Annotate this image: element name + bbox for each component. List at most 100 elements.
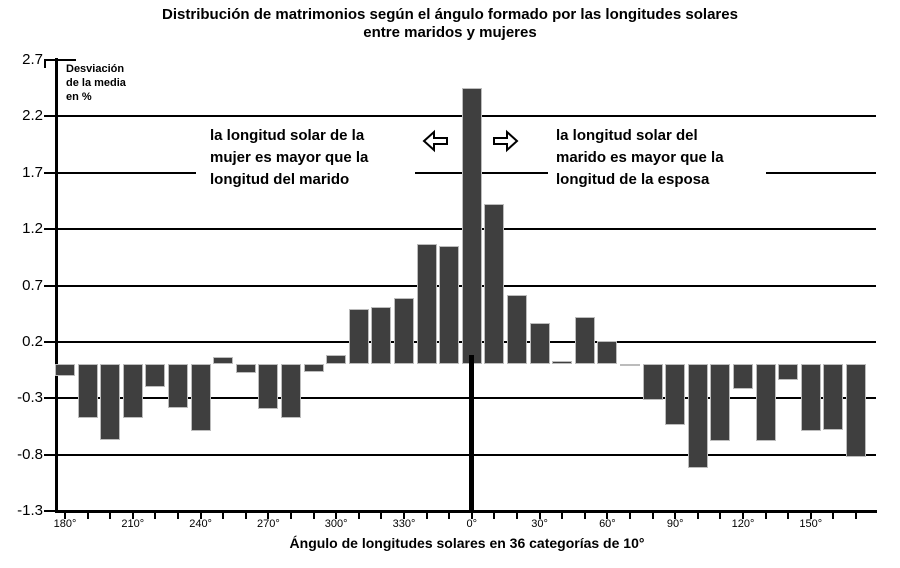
x-axis-tick — [312, 513, 315, 519]
bar — [213, 356, 234, 365]
x-axis-tick — [674, 513, 677, 519]
x-axis-tick — [583, 513, 586, 519]
annotation-right-line2: marido es mayor que la — [556, 149, 724, 166]
bar — [823, 364, 844, 430]
bar — [687, 364, 708, 469]
bar — [507, 294, 527, 365]
x-axis-tick — [109, 513, 112, 519]
bar — [439, 246, 460, 365]
bar — [846, 364, 866, 457]
bar — [416, 243, 437, 365]
gridline — [57, 397, 876, 400]
x-axis-tick — [470, 513, 473, 519]
y-axis-label-line1: Desviación — [66, 63, 125, 75]
left-block-arrow-icon — [422, 129, 449, 158]
x-tick-label: 210° — [121, 518, 145, 530]
x-axis-tick — [86, 513, 89, 519]
bar — [552, 361, 573, 365]
bar — [303, 364, 324, 373]
y-tick-label: 2.7 — [22, 51, 43, 69]
y-tick-label: 0.2 — [22, 332, 43, 350]
bar — [168, 364, 188, 409]
x-axis-tick — [131, 513, 134, 519]
bar — [597, 340, 618, 365]
bar — [371, 306, 392, 365]
y-axis-label: Desviación de la media en % — [66, 62, 126, 104]
annotation-right-line1: la longitud solar del — [556, 127, 698, 144]
annotation-right-line3: longitud de la esposa — [556, 171, 710, 188]
y-axis-tick — [44, 284, 57, 287]
x-axis-tick — [809, 513, 812, 519]
y-axis-tick — [44, 171, 57, 174]
y-axis-tick-hook — [44, 60, 46, 69]
bar — [710, 364, 731, 442]
x-tick-label: 90° — [666, 518, 684, 530]
x-axis-tick — [629, 513, 631, 519]
bar — [574, 317, 595, 365]
x-axis-tick — [651, 513, 654, 519]
right-block-arrow-icon — [492, 129, 519, 158]
y-axis-tick — [44, 59, 76, 62]
y-tick-label: -0.3 — [17, 389, 43, 407]
y-axis-label-line3: en % — [66, 91, 92, 103]
x-tick-label: 270° — [257, 518, 280, 530]
bar — [348, 309, 369, 365]
bar — [100, 364, 121, 440]
x-axis-tick — [244, 513, 247, 519]
annotation-left-line3: longitud del marido — [210, 171, 350, 188]
x-tick-label: 180° — [53, 518, 77, 530]
chart-title-line2: entre maridos y mujeres — [363, 24, 537, 41]
x-tick-label: 300° — [324, 518, 348, 530]
bar — [665, 364, 686, 426]
x-axis-tick — [448, 513, 451, 519]
gridline — [57, 453, 876, 456]
x-axis-tick — [380, 513, 383, 519]
x-axis-tick — [222, 513, 225, 519]
chart-title: Distribución de matrimonios según el áng… — [0, 6, 900, 42]
x-axis-tick — [425, 513, 428, 519]
bar — [55, 364, 75, 376]
x-axis-tick — [154, 513, 157, 519]
bar — [394, 297, 414, 365]
x-axis-tick — [290, 513, 292, 519]
x-axis-line — [55, 510, 877, 513]
x-axis-tick — [606, 513, 609, 519]
y-tick-label: 1.2 — [22, 220, 43, 238]
x-axis-tick — [177, 513, 179, 519]
x-axis-tick — [832, 513, 835, 519]
x-axis-tick — [357, 513, 360, 519]
x-axis-tick — [64, 513, 66, 519]
bar — [235, 364, 256, 374]
bar — [258, 364, 279, 410]
x-axis-title: Ángulo de longitudes solares en 36 categ… — [289, 535, 645, 551]
bar — [642, 364, 663, 401]
y-axis-label-line2: de la media — [66, 77, 126, 89]
annotation-left-line1: la longitud solar de la — [210, 127, 365, 144]
x-axis-tick — [199, 513, 202, 519]
x-axis-tick — [493, 513, 496, 519]
y-axis-tick — [44, 509, 57, 512]
bar — [733, 364, 753, 390]
bar — [281, 364, 301, 419]
y-axis-tick — [44, 340, 57, 343]
bar — [800, 364, 821, 431]
bar — [620, 364, 640, 367]
bar — [484, 204, 505, 365]
annotation-left-line2: mujer es mayor que la — [210, 149, 369, 166]
y-axis-tick — [44, 397, 57, 400]
x-axis-tick — [764, 513, 767, 519]
bar — [755, 364, 776, 442]
x-axis-tick — [719, 513, 722, 519]
bar — [461, 88, 482, 365]
x-tick-label: 330° — [392, 518, 416, 530]
y-tick-label: 1.7 — [22, 163, 43, 181]
bar — [145, 364, 166, 387]
annotation-right: la longitud solar del marido es mayor qu… — [548, 121, 766, 201]
y-axis-line — [55, 58, 58, 513]
y-tick-label: -1.3 — [17, 501, 43, 519]
x-axis-tick — [855, 513, 857, 519]
x-axis-tick — [516, 513, 518, 519]
x-tick-label: 120° — [731, 518, 755, 530]
